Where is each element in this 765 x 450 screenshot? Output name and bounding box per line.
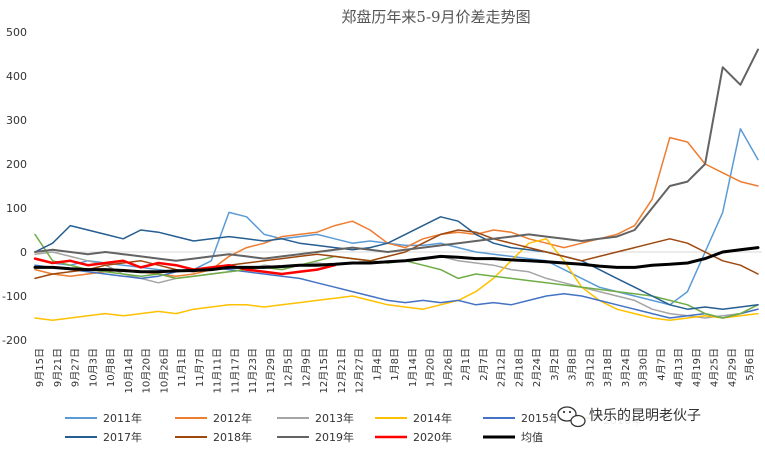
legend-item-均值: 均值	[483, 431, 543, 444]
legend-item-2017年: 2017年	[65, 430, 142, 444]
x-tick-label: 1月26日	[442, 348, 454, 387]
legend-item-2012年: 2012年	[175, 411, 252, 425]
x-tick-label: 2月12日	[496, 348, 508, 387]
x-tick-label: 12月5日	[283, 348, 295, 387]
legend-item-2018年: 2018年	[175, 430, 252, 444]
y-tick-label: 200	[6, 158, 27, 171]
chart-title: 郑盘历年来5-9月价差走势图	[341, 8, 530, 26]
x-tick-label: 1月14日	[407, 348, 419, 387]
x-tick-label: 10月8日	[105, 348, 117, 387]
series-line-2019年	[34, 48, 759, 262]
y-tick-label: 500	[6, 26, 27, 39]
legend-item-2019年: 2019年	[277, 430, 354, 444]
x-tick-label: 11月17日	[229, 348, 241, 393]
legend-label: 2017年	[103, 430, 142, 444]
legend: 2011年 2012年 2013年 2014年 2015年 2017年 2018年 2019年…	[65, 411, 642, 444]
legend-item-2011年: 2011年	[65, 411, 142, 425]
x-tick-label: 11月7日	[194, 348, 206, 387]
x-tick-label: 4月29日	[726, 348, 738, 387]
x-tick-label: 3月30日	[638, 348, 650, 387]
x-tick-label: 1月8日	[389, 348, 401, 381]
x-axis: 9月15日 9月21日 9月27日 10月3日 10月8日 10月14日 10月20日 10月…	[34, 348, 756, 393]
x-tick-label: 1月20日	[425, 348, 437, 387]
legend-item-2013年: 2013年	[277, 411, 354, 425]
x-tick-label: 2月1日	[460, 348, 472, 381]
x-tick-label: 2月7日	[478, 348, 490, 381]
y-tick-label: -100	[2, 290, 27, 303]
series-line-2012年	[34, 136, 759, 277]
x-tick-label: 3月18日	[602, 348, 614, 387]
x-tick-label: 12月21日	[336, 348, 348, 393]
x-tick-label: 4月7日	[655, 348, 667, 381]
legend-label: 2019年	[315, 430, 354, 444]
legend-label: 2015年	[521, 411, 560, 425]
series-line-2014年	[34, 238, 759, 321]
x-tick-label: 11月23日	[247, 348, 259, 393]
series-line-2011年	[34, 128, 759, 306]
y-tick-label: 100	[6, 202, 27, 215]
x-tick-label: 3月12日	[584, 348, 596, 387]
legend-item-2020年: 2020年	[375, 430, 452, 444]
x-tick-label: 10月14日	[123, 348, 135, 393]
x-tick-label: 2月24日	[531, 348, 543, 387]
legend-label: 2020年	[413, 430, 452, 444]
legend-label: 均值	[521, 431, 543, 444]
series-line-2015年	[34, 264, 759, 319]
x-tick-label: 4月13日	[673, 348, 685, 387]
x-tick-label: 12月27日	[354, 348, 366, 393]
legend-label: 2011年	[103, 411, 142, 425]
watermark-backdrop	[556, 404, 746, 430]
x-tick-label: 12月9日	[300, 348, 312, 387]
x-tick-label: 9月15日	[34, 348, 46, 387]
series-line-2020年	[33, 257, 337, 276]
y-tick-label: 400	[6, 70, 27, 83]
watermark-text: 快乐的昆明老伙子	[589, 408, 701, 424]
x-tick-label: 1月4日	[371, 348, 383, 381]
x-tick-label: 4月19日	[691, 348, 703, 387]
wechat-icon	[557, 406, 586, 428]
y-tick-label: 0	[20, 246, 27, 259]
y-axis: -200 -100 0 100 200 300 400 500	[2, 26, 27, 347]
series-layer	[33, 48, 760, 321]
legend-label: 2018年	[213, 430, 252, 444]
x-tick-label: 11月29日	[265, 348, 277, 393]
x-tick-label: 2月18日	[513, 348, 525, 387]
x-tick-label: 3月2日	[549, 348, 561, 381]
watermark: 快乐的昆明老伙子	[556, 404, 746, 430]
legend-item-2015年: 2015年	[483, 411, 560, 425]
legend-item-2014年: 2014年	[375, 411, 452, 425]
x-tick-label: 3月24日	[620, 348, 632, 387]
x-tick-label: 9月21日	[52, 348, 64, 387]
x-tick-label: 5月6日	[744, 348, 756, 381]
x-tick-label: 9月27日	[70, 348, 82, 387]
series-line-均值	[33, 246, 760, 274]
y-tick-label: 300	[6, 114, 27, 127]
x-tick-label: 4月25日	[709, 348, 721, 387]
y-tick-label: -200	[2, 334, 27, 347]
legend-label: 2014年	[413, 411, 452, 425]
x-tick-label: 10月3日	[87, 348, 99, 387]
x-tick-label: 3月8日	[567, 348, 579, 381]
x-tick-label: 11月11日	[212, 348, 224, 393]
x-tick-label: 11月1日	[176, 348, 188, 387]
x-tick-label: 10月20日	[141, 348, 153, 393]
x-tick-label: 10月26日	[158, 348, 170, 393]
x-tick-label: 12月15日	[318, 348, 330, 393]
legend-label: 2013年	[315, 411, 354, 425]
series-line-2017年	[34, 216, 759, 310]
legend-label: 2012年	[213, 411, 252, 425]
